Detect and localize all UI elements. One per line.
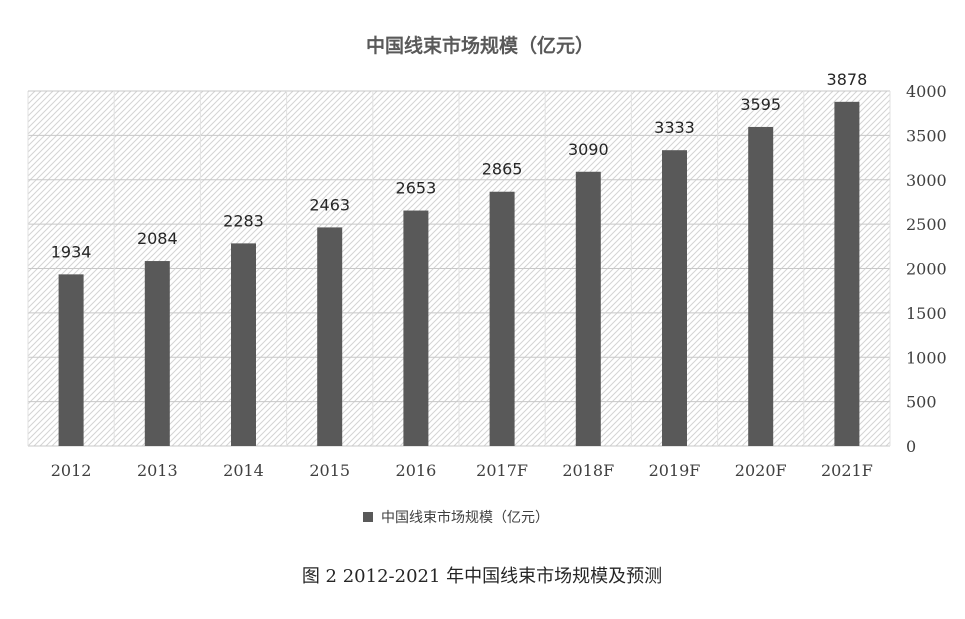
- data-label: 3333: [654, 118, 695, 137]
- x-tick-label: 2016: [396, 461, 437, 480]
- data-label: 2653: [396, 179, 437, 198]
- y-tick-label: 1500: [906, 304, 947, 323]
- x-tick-label: 2014: [223, 461, 264, 480]
- x-tick-label: 2012: [51, 461, 92, 480]
- x-tick-label: 2015: [309, 461, 350, 480]
- bar: [144, 261, 170, 446]
- x-tick-label: 2021F: [821, 461, 873, 480]
- data-labels: 1934 2084 2283 2463 2653 2865 3090 3333 3595 3878: [51, 70, 868, 262]
- chart-title: 中国线束市场规模（亿元）: [366, 34, 594, 57]
- bar: [231, 243, 256, 446]
- x-tick-label: 2020F: [735, 461, 787, 480]
- data-label: 2283: [223, 211, 264, 230]
- figure-caption: 图 2 2012-2021 年中国线束市场规模及预测: [302, 566, 662, 587]
- bar: [834, 101, 860, 446]
- y-tick-label: 0: [906, 437, 916, 456]
- bar: [58, 274, 84, 446]
- legend-swatch: [363, 512, 373, 522]
- y-axis-tick-labels: 0 500 1000 1500 2000 2500 3000 3500 4000: [906, 82, 947, 456]
- x-tick-label: 2013: [137, 461, 178, 480]
- x-axis-tick-labels: 2012 2013 2014 2015 2016 2017F 2018F 2019F 2020F…: [51, 461, 873, 480]
- data-label: 2463: [309, 195, 350, 214]
- bars: [58, 101, 860, 447]
- y-tick-label: 3500: [906, 126, 947, 145]
- x-tick-label: 2018F: [562, 461, 614, 480]
- gridlines: [27, 90, 891, 447]
- bar: [575, 171, 601, 446]
- bar: [403, 210, 429, 446]
- y-tick-label: 4000: [906, 82, 947, 101]
- data-label: 2084: [137, 229, 178, 248]
- y-tick-label: 500: [906, 393, 937, 412]
- bar: [662, 150, 687, 447]
- legend: 中国线束市场规模（亿元）: [363, 509, 549, 526]
- y-tick-label: 3000: [906, 171, 947, 190]
- data-label: 3090: [568, 140, 609, 159]
- bar: [317, 227, 343, 446]
- y-tick-label: 1000: [906, 348, 947, 367]
- data-label: 1934: [51, 242, 92, 261]
- x-tick-label: 2017F: [476, 461, 528, 480]
- x-tick-label: 2019F: [649, 461, 701, 480]
- legend-label: 中国线束市场规模（亿元）: [381, 509, 549, 526]
- y-tick-label: 2500: [906, 215, 947, 234]
- data-label: 3878: [827, 70, 868, 89]
- bar: [748, 126, 774, 446]
- y-tick-label: 2000: [906, 260, 947, 279]
- data-label: 3595: [740, 95, 781, 114]
- data-label: 2865: [482, 160, 523, 179]
- bar: [489, 191, 515, 446]
